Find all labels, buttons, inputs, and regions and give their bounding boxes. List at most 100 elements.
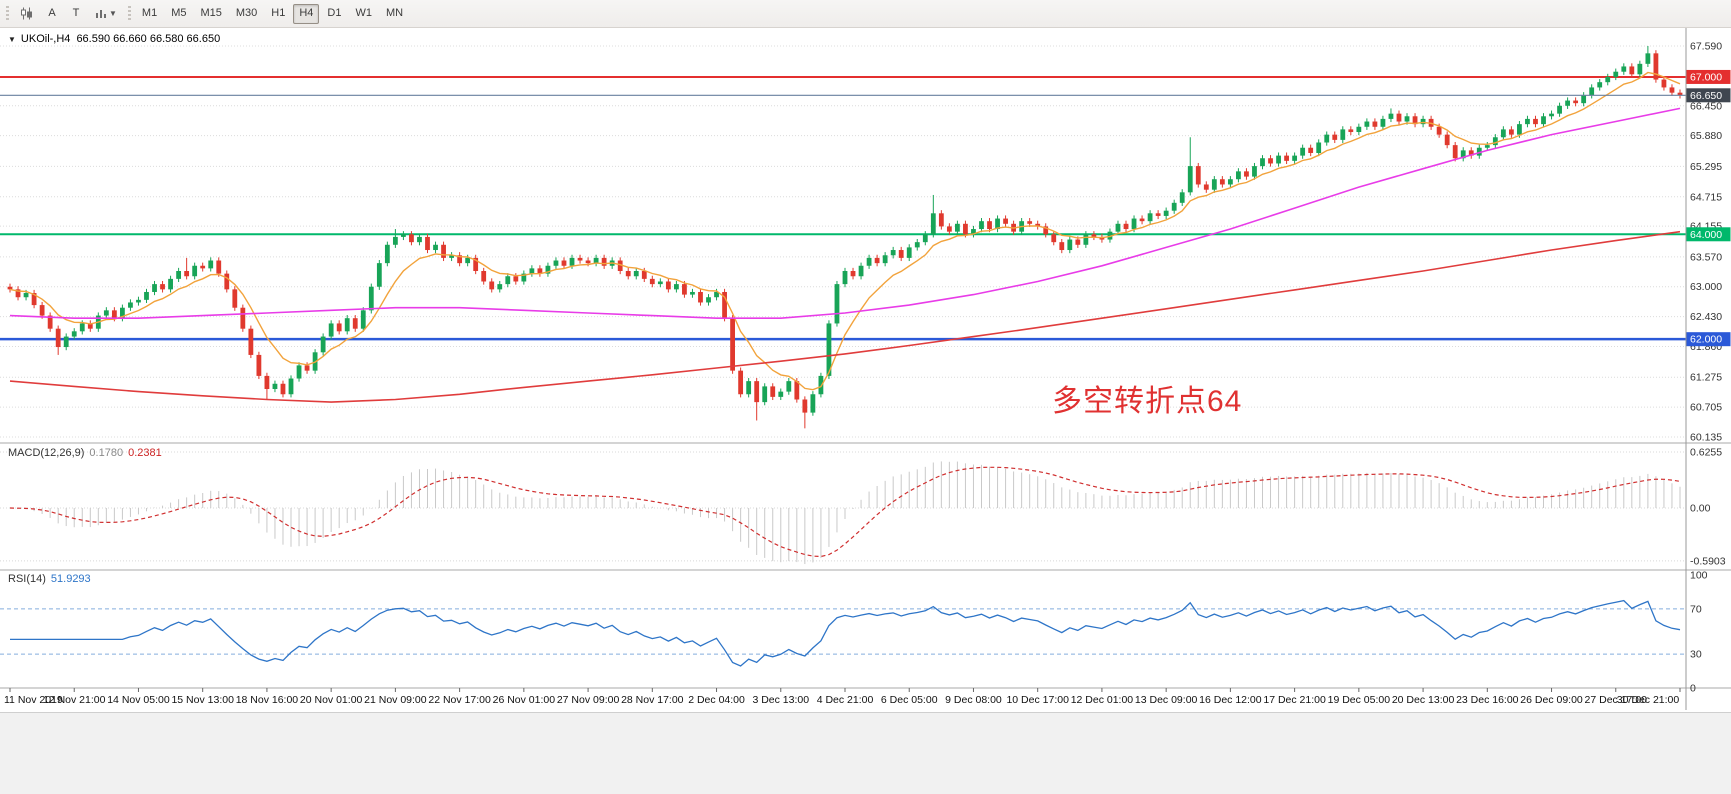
bar-chart-icon (95, 8, 107, 20)
timeframe-h4[interactable]: H4 (293, 3, 320, 24)
svg-text:27 Dec 17:00: 27 Dec 17:00 (1585, 694, 1648, 706)
svg-text:15 Nov 13:00: 15 Nov 13:00 (171, 694, 234, 706)
toolbar-grip[interactable] (127, 5, 131, 22)
price-badge-67.000 (1686, 69, 1731, 84)
svg-text:66.650: 66.650 (1690, 90, 1722, 102)
ohlc-values: 66.590 66.660 66.580 66.650 (76, 33, 221, 45)
svg-text:19 Dec 05:00: 19 Dec 05:00 (1328, 694, 1391, 706)
toolbar-button-a[interactable]: A (41, 4, 63, 24)
collapse-arrow-icon[interactable]: ▼ (8, 35, 16, 44)
svg-text:60.135: 60.135 (1690, 432, 1722, 444)
candles-layer (7, 46, 1683, 429)
timeframe-m1[interactable]: M1 (136, 4, 163, 24)
svg-text:100: 100 (1690, 570, 1708, 582)
timeframe-mn[interactable]: MN (380, 4, 409, 24)
svg-text:0.6255: 0.6255 (1690, 447, 1722, 459)
window-bottom-area (0, 712, 1731, 794)
magenta-ma-line (9, 107, 1681, 320)
macd-signal-line (9, 466, 1681, 558)
zoom-dropdown-button[interactable]: ▼ (89, 4, 123, 24)
svg-text:64.000: 64.000 (1690, 229, 1722, 241)
timeframe-m15[interactable]: M15 (194, 4, 227, 24)
svg-text:9 Dec 08:00: 9 Dec 08:00 (945, 694, 1002, 706)
candlestick-chart-icon (20, 7, 33, 20)
svg-text:65.295: 65.295 (1690, 161, 1722, 173)
chart-canvas[interactable]: 67.59067.00066.45065.88065.29564.71564.1… (0, 28, 1731, 712)
svg-text:23 Dec 16:00: 23 Dec 16:00 (1456, 694, 1519, 706)
timeframe-h1[interactable]: H1 (265, 4, 291, 24)
rsi-panel (0, 599, 1686, 667)
toolbar-grip[interactable] (6, 5, 9, 22)
chart-type-button[interactable] (14, 4, 39, 24)
toolbar: A T ▼ M1 M5 M15 M30 H1 H4 D1 W1 MN (0, 0, 1731, 28)
chart-area: 67.59067.00066.45065.88065.29564.71564.1… (0, 28, 1731, 712)
orange-ma-line (9, 71, 1681, 391)
svg-text:20 Nov 01:00: 20 Nov 01:00 (300, 694, 363, 706)
macd-name: MACD(12,26,9) (8, 447, 85, 459)
macd-signal-value: 0.2381 (128, 447, 162, 459)
svg-text:26 Dec 09:00: 26 Dec 09:00 (1520, 694, 1583, 706)
symbol-period: UKOil-,H4 (20, 33, 71, 45)
svg-text:22 Nov 17:00: 22 Nov 17:00 (428, 694, 491, 706)
toolbar-button-t[interactable]: T (65, 4, 87, 24)
svg-text:27 Nov 09:00: 27 Nov 09:00 (557, 694, 620, 706)
svg-text:17 Dec 21:00: 17 Dec 21:00 (1263, 694, 1326, 706)
svg-text:21 Nov 09:00: 21 Nov 09:00 (364, 694, 427, 706)
rsi-label: RSI(14) 51.9293 (8, 573, 96, 585)
macd-label: MACD(12,26,9) 0.1780 0.2381 (8, 447, 167, 459)
price-axis[interactable]: 67.59067.00066.45065.88065.29564.71564.1… (1685, 28, 1726, 710)
svg-text:16 Dec 12:00: 16 Dec 12:00 (1199, 694, 1262, 706)
svg-text:62.000: 62.000 (1690, 334, 1722, 346)
svg-text:2 Dec 04:00: 2 Dec 04:00 (688, 694, 745, 706)
svg-text:67.590: 67.590 (1690, 41, 1722, 53)
svg-text:66.450: 66.450 (1690, 100, 1722, 112)
rsi-value: 51.9293 (50, 573, 91, 585)
red-ma-line (9, 230, 1681, 403)
chart-title: ▼ UKOil-,H4 66.590 66.660 66.580 66.650 (8, 33, 220, 45)
svg-text:12 Dec 01:00: 12 Dec 01:00 (1071, 694, 1134, 706)
svg-text:64.715: 64.715 (1690, 191, 1722, 203)
grid-layer (0, 45, 1686, 438)
svg-text:-0.5903: -0.5903 (1690, 555, 1726, 567)
svg-text:14 Nov 05:00: 14 Nov 05:00 (107, 694, 170, 706)
svg-text:3 Dec 13:00: 3 Dec 13:00 (752, 694, 809, 706)
svg-text:0: 0 (1690, 683, 1696, 695)
timeframe-m5[interactable]: M5 (165, 4, 192, 24)
timeframe-group: M1 M5 M15 M30 H1 H4 D1 W1 MN (135, 3, 410, 24)
svg-text:60.705: 60.705 (1690, 402, 1722, 414)
chevron-down-icon: ▼ (109, 8, 117, 18)
svg-text:67.000: 67.000 (1690, 71, 1722, 83)
svg-text:10 Dec 17:00: 10 Dec 17:00 (1006, 694, 1069, 706)
svg-text:0.00: 0.00 (1690, 503, 1711, 515)
rsi-line (10, 599, 1681, 667)
svg-text:70: 70 (1690, 603, 1702, 615)
svg-text:62.430: 62.430 (1690, 311, 1722, 323)
price-badges: 67.000 64.000 62.000 66.650 (1686, 69, 1731, 347)
svg-text:13 Dec 09:00: 13 Dec 09:00 (1135, 694, 1198, 706)
annotation-text[interactable]: 多空转折点64 (1052, 385, 1243, 418)
price-badge-64.000 (1686, 227, 1731, 242)
svg-text:11 Nov 2019: 11 Nov 2019 (4, 694, 63, 706)
moving-averages-layer (9, 71, 1681, 403)
svg-text:26 Nov 01:00: 26 Nov 01:00 (493, 694, 556, 706)
macd-main-value: 0.1780 (89, 447, 124, 459)
svg-text:12 Nov 21:00: 12 Nov 21:00 (43, 694, 106, 706)
price-badge-66.650 (1686, 88, 1731, 103)
rsi-name: RSI(14) (8, 573, 46, 585)
price-badge-62.000 (1686, 332, 1731, 347)
svg-text:63.570: 63.570 (1690, 251, 1722, 263)
svg-text:65.880: 65.880 (1690, 130, 1722, 142)
level-lines-layer[interactable] (0, 75, 1686, 341)
svg-text:63.000: 63.000 (1690, 281, 1722, 293)
svg-text:6 Dec 05:00: 6 Dec 05:00 (881, 694, 938, 706)
timeframe-m30[interactable]: M30 (230, 4, 263, 24)
svg-text:28 Nov 17:00: 28 Nov 17:00 (621, 694, 684, 706)
timeframe-d1[interactable]: D1 (321, 4, 347, 24)
svg-text:4 Dec 21:00: 4 Dec 21:00 (817, 694, 874, 706)
svg-text:20 Dec 13:00: 20 Dec 13:00 (1392, 694, 1455, 706)
svg-text:18 Nov 16:00: 18 Nov 16:00 (236, 694, 299, 706)
svg-text:30 Dec 21:00: 30 Dec 21:00 (1617, 694, 1680, 706)
macd-panel (0, 451, 1686, 565)
timeframe-w1[interactable]: W1 (349, 4, 378, 24)
